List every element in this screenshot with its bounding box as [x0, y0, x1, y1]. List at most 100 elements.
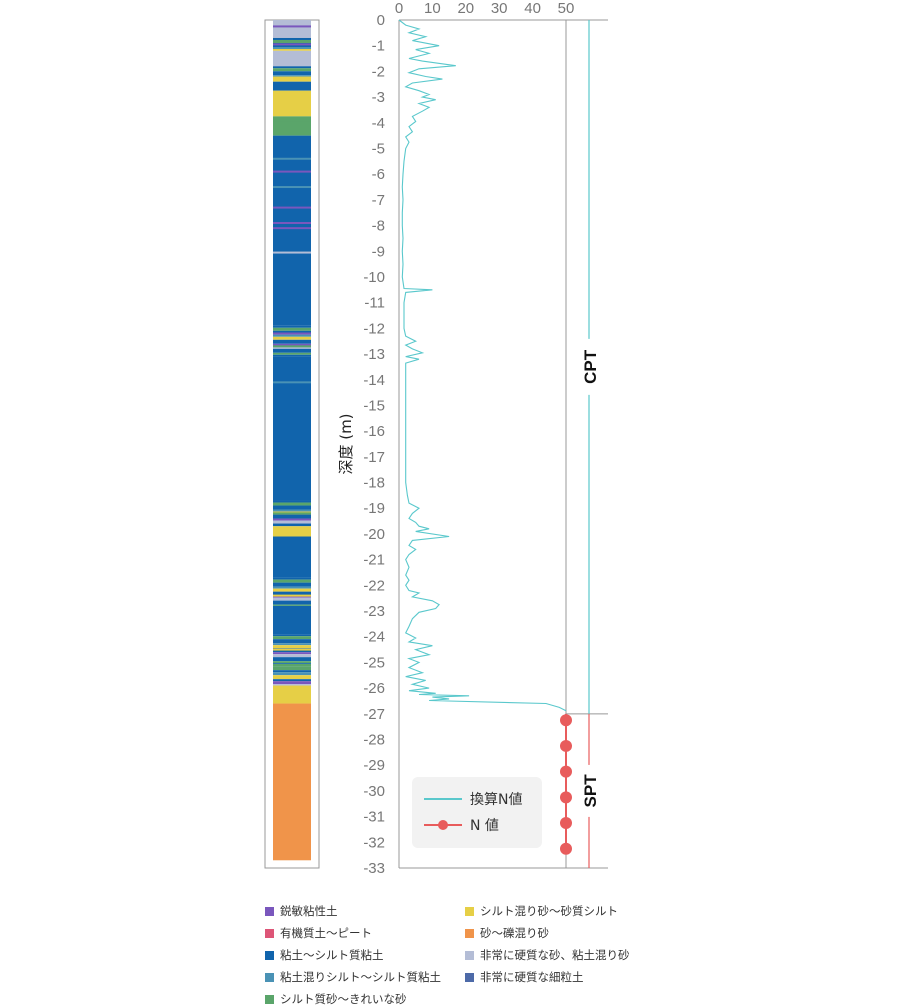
soil-layer	[273, 343, 311, 346]
soil-column	[273, 20, 311, 861]
soil-layer	[273, 348, 311, 353]
soil-legend-label: シルト混り砂〜砂質シルト	[480, 904, 618, 918]
y-tick-label: -15	[363, 397, 385, 414]
soil-layer	[273, 666, 311, 671]
y-tick-label: -18	[363, 475, 385, 492]
soil-thin-band	[273, 648, 311, 651]
soil-layer	[273, 81, 311, 91]
y-tick-label: -8	[372, 218, 385, 235]
y-tick-label: -10	[363, 269, 385, 286]
soil-legend-swatch	[265, 907, 274, 916]
soil-layer	[273, 327, 311, 331]
soil-layer	[273, 46, 311, 49]
y-tick-label: -23	[363, 603, 385, 620]
soil-legend-item: 鋭敏粘性土	[265, 903, 338, 919]
y-tick-label: -17	[363, 449, 385, 466]
data-point-n-value	[560, 791, 572, 804]
soil-layer	[273, 66, 311, 69]
soil-layer	[273, 500, 311, 503]
y-tick-label: -33	[363, 860, 385, 877]
method-region: CPT SPT	[566, 20, 608, 868]
soil-layer	[273, 586, 311, 589]
soil-layer	[273, 604, 311, 606]
soil-thin-band	[273, 206, 311, 209]
legend-swatch-n-value-marker	[438, 820, 448, 830]
y-tick-label: -13	[363, 346, 385, 363]
soil-layer	[273, 509, 311, 512]
soil-legend-swatch	[265, 951, 274, 960]
soil-legend-label: 非常に硬質な砂、粘土混り砂	[480, 948, 630, 962]
soil-layer	[273, 679, 311, 682]
soil-layer	[273, 654, 311, 658]
soil-layer	[273, 675, 311, 680]
soil-layer	[273, 661, 311, 664]
soil-thin-band	[273, 345, 311, 348]
soil-legend-item: シルト質砂〜きれいな砂	[265, 991, 407, 1007]
y-tick-label: -16	[363, 423, 385, 440]
x-tick-label: 20	[457, 0, 474, 17]
y-tick-label: -5	[372, 140, 385, 157]
legend: 換算N値 N 値	[412, 777, 542, 848]
y-tick-label: -27	[363, 706, 385, 723]
data-point-n-value	[560, 817, 572, 830]
soil-layer	[273, 595, 311, 598]
y-tick-label: -9	[372, 243, 385, 260]
data-point-n-value	[560, 765, 572, 778]
soil-legend-item: 非常に硬質な砂、粘土混り砂	[465, 947, 630, 963]
method-label-spt: SPT	[581, 774, 600, 808]
y-tick-label: -21	[363, 552, 385, 569]
x-tick-label: 30	[491, 0, 508, 17]
soil-layer	[273, 135, 311, 326]
soil-legend-item: 粘土混りシルト〜シルト質粘土	[265, 969, 441, 985]
y-axis: 0 -1 -2 -3 -4 -5 -6 -7 -8 -9 -10 -11 -12 -13 -14 -15 -16…	[363, 12, 385, 877]
x-tick-label: 50	[558, 0, 575, 17]
y-tick-label: -31	[363, 809, 385, 826]
soil-legend-label: 鋭敏粘性土	[280, 904, 338, 918]
y-tick-label: -24	[363, 629, 385, 646]
legend-label-n-converted: 換算N値	[470, 792, 522, 808]
soil-layer	[273, 116, 311, 136]
soil-legend-item: シルト混り砂〜砂質シルト	[465, 903, 618, 919]
y-tick-label: -28	[363, 732, 385, 749]
soil-legend-label: 砂〜礫混り砂	[480, 926, 549, 940]
y-tick-label: -12	[363, 320, 385, 337]
soil-layer	[273, 354, 311, 357]
soil-thin-band	[273, 170, 311, 173]
soil-layer	[273, 502, 311, 506]
series-line-n-converted	[398, 19, 567, 712]
soil-layer	[273, 37, 311, 40]
soil-layer	[273, 68, 311, 72]
soil-thin-band	[273, 251, 311, 254]
soil-layer	[273, 684, 311, 686]
y-tick-label: -2	[372, 63, 385, 80]
soil-layer	[273, 639, 311, 644]
soil-layer	[273, 643, 311, 646]
soil-layer	[273, 518, 311, 521]
soil-layer	[273, 657, 311, 662]
soil-layer	[273, 577, 311, 580]
soil-layer	[273, 636, 311, 640]
soil-thin-band	[273, 186, 311, 189]
soil-legend-item: 粘土〜シルト質粘土	[265, 947, 384, 963]
soil-layer	[273, 90, 311, 117]
y-tick-label: -29	[363, 757, 385, 774]
y-tick-label: -3	[372, 89, 385, 106]
soil-legend-swatch	[265, 929, 274, 938]
soil-thin-band	[273, 227, 311, 230]
soil-legend-swatch	[465, 951, 474, 960]
soil-thin-band	[273, 43, 311, 46]
soil-thin-band	[273, 332, 311, 335]
y-tick-label: -19	[363, 500, 385, 517]
soil-layer	[273, 588, 311, 592]
legend-box	[412, 777, 542, 848]
soil-legend-label: 非常に硬質な細粒土	[480, 970, 584, 984]
soil-legend-label: シルト質砂〜きれいな砂	[280, 992, 407, 1006]
y-tick-label: -26	[363, 680, 385, 697]
soil-layer	[273, 76, 311, 82]
y-tick-label: -1	[372, 38, 385, 55]
soil-layer	[273, 39, 311, 43]
soil-layer	[273, 336, 311, 340]
soil-layer	[273, 75, 311, 77]
soil-thin-band	[273, 222, 311, 225]
